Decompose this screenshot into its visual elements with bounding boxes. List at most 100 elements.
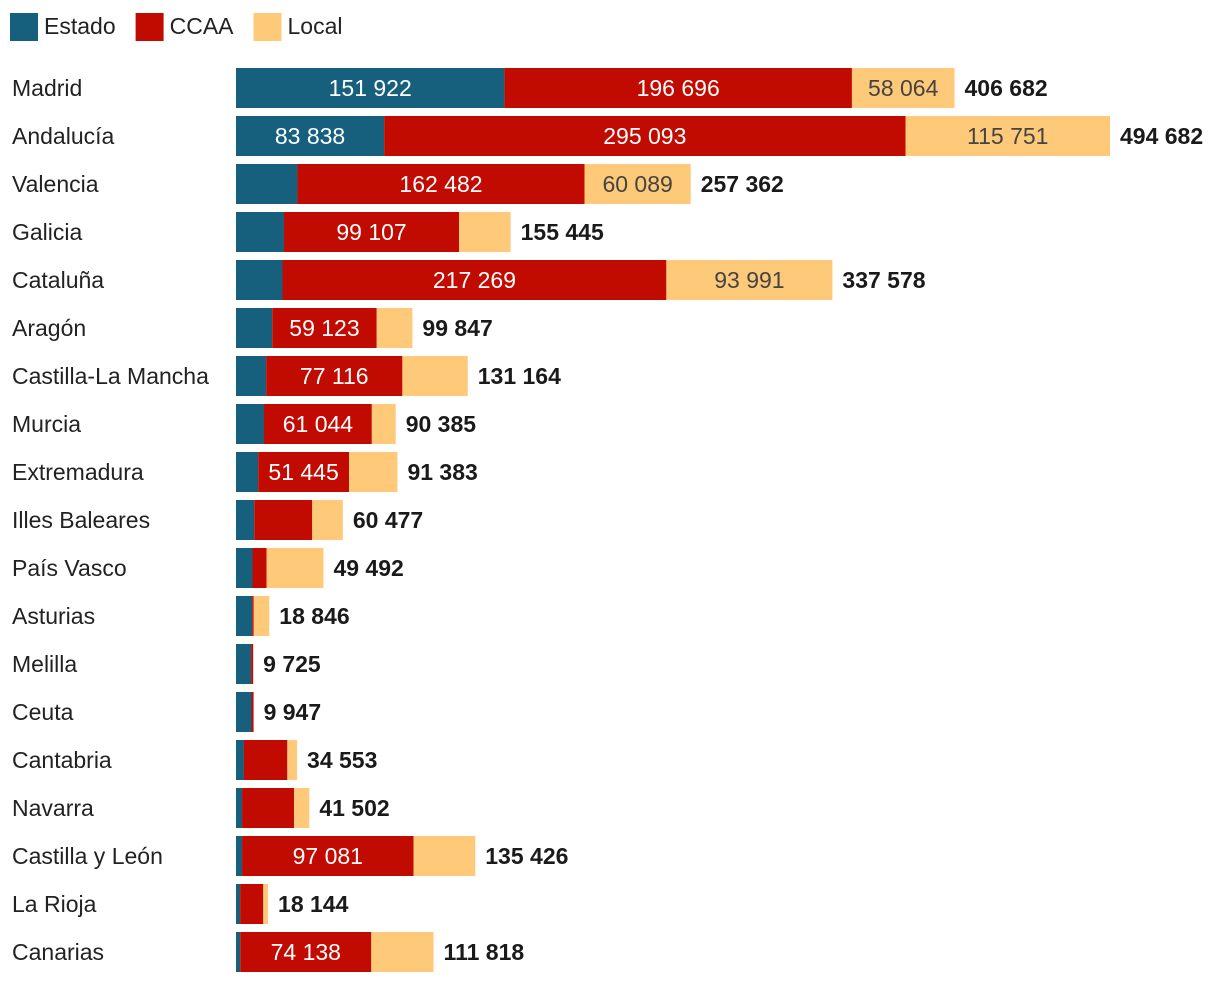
- legend-item-estado: Estado: [10, 13, 116, 41]
- legend-swatch-estado: [10, 13, 38, 41]
- bar-segment-estado: [236, 68, 505, 108]
- bar-segment-ccaa: [252, 548, 267, 588]
- total-value-label: 155 445: [521, 219, 604, 245]
- category-label: Melilla: [12, 651, 77, 677]
- bar-segment-estado: [236, 164, 298, 204]
- total-value-label: 60 477: [353, 507, 423, 533]
- bars: Madrid 151 922 196 696 58 064 406 682 Andaluc…: [12, 68, 1203, 972]
- bar-segment-ccaa: [297, 164, 585, 204]
- bar-segment-ccaa: [251, 692, 254, 732]
- bar-segment-local: [312, 500, 343, 540]
- bar-row-castilla-la-mancha: Castilla-La Mancha 77 116 131 164: [12, 356, 561, 396]
- category-label: Madrid: [12, 75, 82, 101]
- bar-segment-estado: [236, 356, 267, 396]
- bar-segment-estado: [236, 404, 264, 444]
- bar-segment-ccaa: [254, 500, 313, 540]
- bar-segment-local: [371, 404, 396, 444]
- bar-row-cantabria: Cantabria 34 553: [12, 740, 377, 780]
- bar-segment-estado: [236, 260, 283, 300]
- segment-value-label: 151 922: [329, 75, 412, 101]
- bar-segment-local: [905, 116, 1110, 156]
- category-label: Aragón: [12, 315, 86, 341]
- segment-value-label: 217 269: [433, 267, 516, 293]
- legend-label-local: Local: [288, 13, 343, 39]
- bar-row-illes-baleares: Illes Baleares 60 477: [12, 500, 423, 540]
- bar-segment-local: [584, 164, 691, 204]
- bar-segment-local: [253, 596, 270, 636]
- category-label: Asturias: [12, 603, 95, 629]
- category-label: País Vasco: [12, 555, 127, 581]
- bar-segment-local: [266, 548, 324, 588]
- total-value-label: 18 144: [278, 891, 349, 917]
- bar-segment-ccaa: [242, 836, 414, 876]
- segment-value-label: 58 064: [868, 75, 939, 101]
- bar-segment-local: [376, 308, 413, 348]
- bar-segment-ccaa: [266, 356, 403, 396]
- bar-segment-local: [666, 260, 833, 300]
- bar-segment-ccaa: [240, 884, 264, 924]
- bar-row-la-rioja: La Rioja 18 144: [12, 884, 349, 924]
- bar-row-pais-vasco: País Vasco 49 492: [12, 548, 404, 588]
- bar-segment-local: [371, 932, 434, 972]
- category-label: Illes Baleares: [12, 507, 150, 533]
- bar-segment-local: [263, 884, 269, 924]
- bar-row-asturias: Asturias 18 846: [12, 596, 350, 636]
- bar-row-castilla-y-leon: Castilla y León 97 081 135 426: [12, 836, 568, 876]
- bar-segment-local: [287, 740, 298, 780]
- bar-segment-estado: [236, 116, 385, 156]
- bar-segment-local: [293, 788, 310, 828]
- bar-row-aragon: Aragón 59 123 99 847: [12, 308, 493, 348]
- bar-row-extremadura: Extremadura 51 445 91 383: [12, 452, 478, 492]
- segment-value-label: 93 991: [714, 267, 784, 293]
- total-value-label: 90 385: [406, 411, 477, 437]
- total-value-label: 131 164: [478, 363, 561, 389]
- category-label: Ceuta: [12, 699, 74, 725]
- bar-segment-ccaa: [384, 116, 906, 156]
- bar-row-melilla: Melilla 9 725: [12, 644, 321, 684]
- bar-segment-ccaa: [282, 260, 667, 300]
- bar-segment-ccaa: [240, 932, 372, 972]
- bar-row-murcia: Murcia 61 044 90 385: [12, 404, 476, 444]
- segment-value-label: 60 089: [602, 171, 672, 197]
- bar-segment-estado: [236, 548, 253, 588]
- segment-value-label: 74 138: [271, 939, 341, 965]
- category-label: La Rioja: [12, 891, 97, 917]
- segment-value-label: 51 445: [268, 459, 338, 485]
- category-label: Murcia: [12, 411, 81, 437]
- legend-item-local: Local: [253, 13, 343, 41]
- bar-segment-estado: [236, 884, 241, 924]
- category-label: Castilla-La Mancha: [12, 363, 209, 389]
- category-label: Andalucía: [12, 123, 115, 149]
- legend-swatch-ccaa: [135, 13, 164, 41]
- legend-swatch-local: [253, 13, 282, 41]
- category-label: Cataluña: [12, 267, 104, 293]
- total-value-label: 494 682: [1120, 123, 1203, 149]
- total-value-label: 49 492: [333, 555, 403, 581]
- bar-segment-estado: [236, 932, 241, 972]
- total-value-label: 257 362: [701, 171, 784, 197]
- segment-value-label: 115 751: [967, 123, 1048, 149]
- bar-segment-ccaa: [252, 596, 254, 636]
- total-value-label: 18 846: [279, 603, 349, 629]
- bar-row-andalucia: Andalucía 83 838 295 093 115 751 494 682: [12, 116, 1203, 156]
- legend: Estado CCAA Local: [10, 13, 343, 41]
- bar-segment-local: [851, 68, 955, 108]
- bar-segment-estado: [236, 500, 255, 540]
- bar-segment-local: [459, 212, 511, 252]
- segment-value-label: 295 093: [603, 123, 686, 149]
- category-label: Extremadura: [12, 459, 144, 485]
- bar-segment-estado: [236, 212, 285, 252]
- category-label: Cantabria: [12, 747, 112, 773]
- bar-segment-ccaa: [272, 308, 377, 348]
- bar-segment-estado: [236, 740, 244, 780]
- bar-segment-estado: [236, 836, 243, 876]
- total-value-label: 337 578: [842, 267, 925, 293]
- segment-value-label: 162 482: [399, 171, 482, 197]
- segment-value-label: 83 838: [275, 123, 345, 149]
- bar-segment-ccaa: [258, 452, 350, 492]
- bar-row-valencia: Valencia 162 482 60 089 257 362: [12, 164, 784, 204]
- bar-row-navarra: Navarra 41 502: [12, 788, 390, 828]
- total-value-label: 34 553: [307, 747, 377, 773]
- bar-segment-estado: [236, 692, 252, 732]
